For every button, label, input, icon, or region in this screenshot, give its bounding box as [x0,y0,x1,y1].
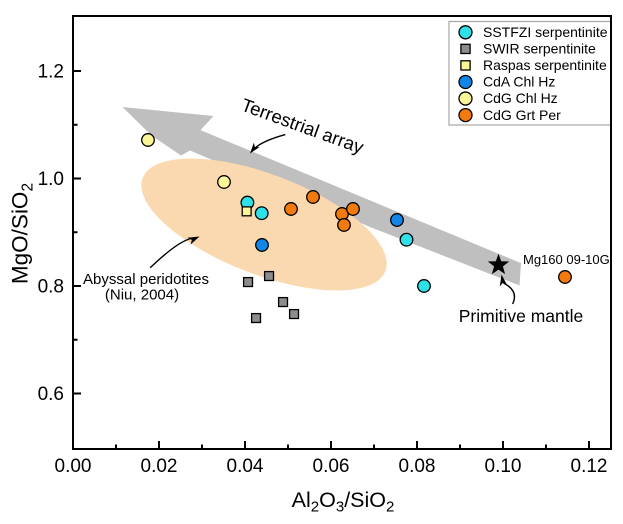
svg-text:0.00: 0.00 [55,456,92,477]
svg-text:MgO/SiO2: MgO/SiO2 [8,183,37,284]
svg-text:0.06: 0.06 [313,456,350,477]
svg-text:1.0: 1.0 [38,169,64,190]
svg-text:Primitive mantle: Primitive mantle [459,306,583,326]
svg-text:0.8: 0.8 [38,277,64,298]
svg-text:0.10: 0.10 [485,456,522,477]
svg-text:CdA Chl Hz: CdA Chl Hz [483,74,555,90]
svg-text:0.08: 0.08 [399,456,436,477]
svg-text:Raspas serpentinite: Raspas serpentinite [483,57,607,73]
svg-text:SSTFZI serpentinite: SSTFZI serpentinite [483,24,608,40]
svg-text:SWIR serpentinite: SWIR serpentinite [483,41,596,57]
svg-text:0.02: 0.02 [141,456,178,477]
svg-text:Mg160 09-10G: Mg160 09-10G [523,252,610,267]
svg-text:0.04: 0.04 [227,456,264,477]
svg-text:0.12: 0.12 [571,456,608,477]
svg-text:Abyssal peridotites: Abyssal peridotites [83,271,209,288]
svg-text:Al2O3/SiO2: Al2O3/SiO2 [292,488,395,516]
svg-text:0.6: 0.6 [38,384,64,405]
svg-text:1.2: 1.2 [38,62,64,83]
svg-text:(Niu, 2004): (Niu, 2004) [105,287,179,304]
svg-text:CdG Grt Per: CdG Grt Per [483,107,561,123]
svg-text:CdG Chl Hz: CdG Chl Hz [483,90,558,106]
